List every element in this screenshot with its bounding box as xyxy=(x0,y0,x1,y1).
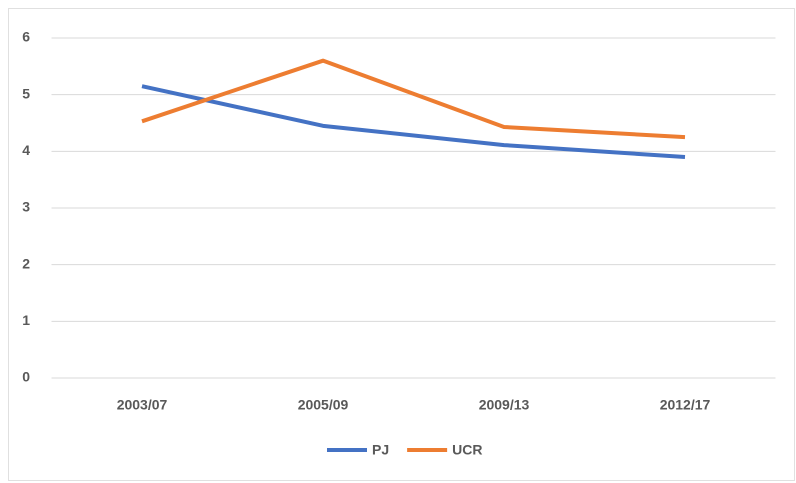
y-tick-label: 0 xyxy=(22,369,30,385)
y-tick-label: 4 xyxy=(22,142,30,158)
x-tick-label: 2009/13 xyxy=(479,397,530,413)
y-tick-label: 3 xyxy=(22,199,30,215)
legend-label: UCR xyxy=(452,442,482,458)
line-series xyxy=(141,58,686,140)
y-tick-label: 6 xyxy=(22,29,30,45)
y-tick-label: 5 xyxy=(22,85,30,101)
legend-label: PJ xyxy=(372,442,389,458)
y-tick-label: 1 xyxy=(22,312,30,328)
y-tick-label: 2 xyxy=(22,255,30,271)
chart-frame xyxy=(8,8,795,481)
x-tick-label: 2003/07 xyxy=(117,397,168,413)
line-series xyxy=(141,84,686,159)
x-tick-label: 2005/09 xyxy=(298,397,349,413)
x-tick-label: 2012/17 xyxy=(660,397,711,413)
